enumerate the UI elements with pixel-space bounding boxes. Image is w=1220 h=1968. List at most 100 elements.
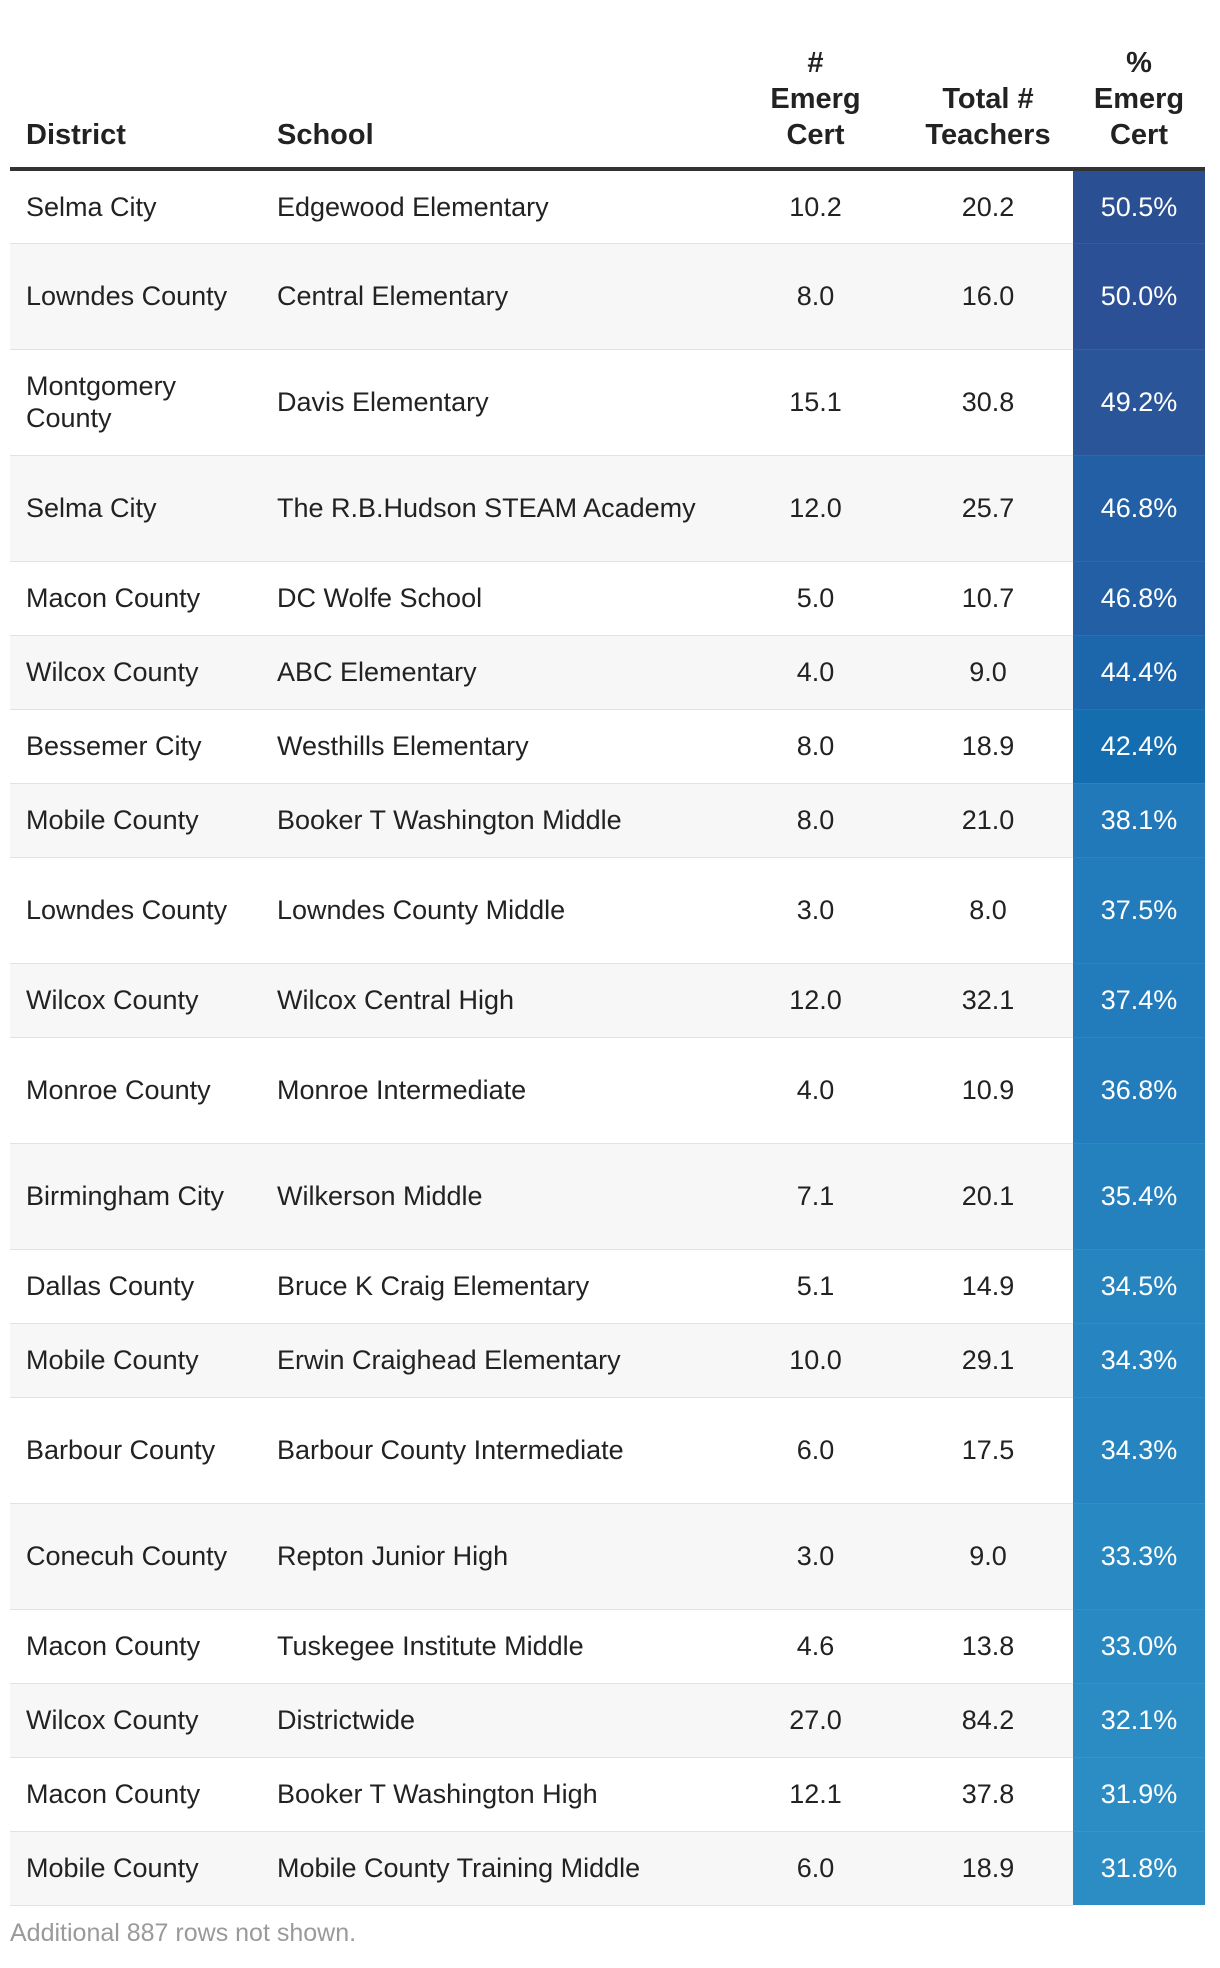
school-cell: Booker T Washington High [261, 1757, 728, 1832]
emerg-cert-count-cell: 10.2 [728, 169, 903, 244]
column-header-emerg-cert-percent[interactable]: % Emerg Cert [1073, 30, 1205, 171]
district-cell: Conecuh County [10, 1503, 261, 1610]
district-cell: Barbour County [10, 1397, 261, 1504]
emerg-cert-percent-cell: 50.0% [1073, 243, 1205, 350]
emerg-cert-percent-cell: 42.4% [1073, 709, 1205, 784]
table-row: Wilcox County ABC Elementary 4.0 9.0 44.4% [10, 635, 1205, 710]
total-teachers-cell: 9.0 [903, 635, 1073, 710]
district-cell: Bessemer City [10, 709, 261, 784]
emerg-cert-percent-cell: 44.4% [1073, 635, 1205, 710]
table-row: Wilcox County Districtwide 27.0 84.2 32.1% [10, 1683, 1205, 1758]
school-cell: Westhills Elementary [261, 709, 728, 784]
emerg-cert-count-cell: 8.0 [728, 783, 903, 858]
total-teachers-cell: 14.9 [903, 1249, 1073, 1324]
district-cell: Mobile County [10, 783, 261, 858]
table-row: Dallas County Bruce K Craig Elementary 5.1… [10, 1249, 1205, 1324]
table-row: Macon County DC Wolfe School 5.0 10.7 46.8% [10, 561, 1205, 636]
emerg-cert-count-cell: 8.0 [728, 709, 903, 784]
emerg-cert-count-cell: 4.0 [728, 1037, 903, 1144]
school-cell: Mobile County Training Middle [261, 1831, 728, 1906]
emerg-cert-count-cell: 10.0 [728, 1323, 903, 1398]
total-teachers-cell: 29.1 [903, 1323, 1073, 1398]
school-cell: Lowndes County Middle [261, 857, 728, 964]
total-teachers-cell: 84.2 [903, 1683, 1073, 1758]
total-teachers-cell: 10.9 [903, 1037, 1073, 1144]
emergency-cert-table-container: District School # Emerg Cert Total # Tea… [10, 30, 1205, 1906]
emerg-cert-percent-cell: 36.8% [1073, 1037, 1205, 1144]
emerg-cert-count-cell: 8.0 [728, 243, 903, 350]
emerg-cert-count-cell: 3.0 [728, 857, 903, 964]
header-row: District School # Emerg Cert Total # Tea… [10, 30, 1205, 171]
school-cell: Monroe Intermediate [261, 1037, 728, 1144]
column-header-emerg-cert-count[interactable]: # Emerg Cert [728, 30, 903, 171]
table-header: District School # Emerg Cert Total # Tea… [10, 30, 1205, 171]
school-cell: Central Elementary [261, 243, 728, 350]
district-cell: Montgomery County [10, 349, 261, 456]
emerg-cert-count-cell: 7.1 [728, 1143, 903, 1250]
school-cell: Wilcox Central High [261, 963, 728, 1038]
school-cell: Edgewood Elementary [261, 169, 728, 244]
emerg-cert-count-cell: 6.0 [728, 1831, 903, 1906]
emerg-cert-percent-cell: 33.3% [1073, 1503, 1205, 1610]
school-cell: Erwin Craighead Elementary [261, 1323, 728, 1398]
district-cell: Lowndes County [10, 243, 261, 350]
column-header-school[interactable]: School [261, 30, 728, 171]
table-row: Mobile County Booker T Washington Middle 8… [10, 783, 1205, 858]
emerg-cert-count-cell: 6.0 [728, 1397, 903, 1504]
emerg-cert-percent-cell: 37.5% [1073, 857, 1205, 964]
table-row: Monroe County Monroe Intermediate 4.0 10.9 3… [10, 1037, 1205, 1144]
table-row: Mobile County Erwin Craighead Elementary 1… [10, 1323, 1205, 1398]
total-teachers-cell: 25.7 [903, 455, 1073, 562]
footnote: Additional 887 rows not shown. [10, 1919, 357, 1947]
emergency-cert-table: District School # Emerg Cert Total # Tea… [10, 30, 1205, 1906]
table-row: Bessemer City Westhills Elementary 8.0 18.9… [10, 709, 1205, 784]
district-cell: Selma City [10, 169, 261, 244]
emerg-cert-percent-cell: 37.4% [1073, 963, 1205, 1038]
school-cell: Barbour County Intermediate [261, 1397, 728, 1504]
district-cell: Wilcox County [10, 1683, 261, 1758]
district-cell: Mobile County [10, 1831, 261, 1906]
emerg-cert-percent-cell: 31.8% [1073, 1831, 1205, 1906]
school-cell: Davis Elementary [261, 349, 728, 456]
table-row: Montgomery County Davis Elementary 15.1 30.… [10, 349, 1205, 456]
district-cell: Wilcox County [10, 963, 261, 1038]
emerg-cert-percent-cell: 34.3% [1073, 1397, 1205, 1504]
emerg-cert-count-cell: 4.6 [728, 1609, 903, 1684]
emerg-cert-count-cell: 3.0 [728, 1503, 903, 1610]
emerg-cert-count-cell: 5.1 [728, 1249, 903, 1324]
table-row: Selma City The R.B.Hudson STEAM Academy 12… [10, 455, 1205, 562]
emerg-cert-percent-cell: 38.1% [1073, 783, 1205, 858]
emerg-cert-percent-cell: 50.5% [1073, 169, 1205, 244]
emerg-cert-percent-cell: 46.8% [1073, 561, 1205, 636]
total-teachers-cell: 13.8 [903, 1609, 1073, 1684]
school-cell: Bruce K Craig Elementary [261, 1249, 728, 1324]
total-teachers-cell: 8.0 [903, 857, 1073, 964]
district-cell: Macon County [10, 1757, 261, 1832]
emerg-cert-count-cell: 12.0 [728, 455, 903, 562]
district-cell: Lowndes County [10, 857, 261, 964]
emerg-cert-percent-cell: 35.4% [1073, 1143, 1205, 1250]
school-cell: The R.B.Hudson STEAM Academy [261, 455, 728, 562]
school-cell: Booker T Washington Middle [261, 783, 728, 858]
table-row: Macon County Tuskegee Institute Middle 4.6… [10, 1609, 1205, 1684]
column-header-district[interactable]: District [10, 30, 261, 171]
emerg-cert-percent-cell: 32.1% [1073, 1683, 1205, 1758]
total-teachers-cell: 18.9 [903, 709, 1073, 784]
district-cell: Macon County [10, 561, 261, 636]
school-cell: ABC Elementary [261, 635, 728, 710]
emerg-cert-count-cell: 4.0 [728, 635, 903, 710]
emerg-cert-count-cell: 5.0 [728, 561, 903, 636]
total-teachers-cell: 17.5 [903, 1397, 1073, 1504]
school-cell: Districtwide [261, 1683, 728, 1758]
district-cell: Wilcox County [10, 635, 261, 710]
column-header-total-teachers[interactable]: Total # Teachers [903, 30, 1073, 171]
total-teachers-cell: 37.8 [903, 1757, 1073, 1832]
emerg-cert-count-cell: 12.1 [728, 1757, 903, 1832]
total-teachers-cell: 30.8 [903, 349, 1073, 456]
school-cell: Wilkerson Middle [261, 1143, 728, 1250]
total-teachers-cell: 20.1 [903, 1143, 1073, 1250]
district-cell: Birmingham City [10, 1143, 261, 1250]
emerg-cert-count-cell: 15.1 [728, 349, 903, 456]
table-row: Lowndes County Lowndes County Middle 3.0 8.… [10, 857, 1205, 964]
school-cell: DC Wolfe School [261, 561, 728, 636]
